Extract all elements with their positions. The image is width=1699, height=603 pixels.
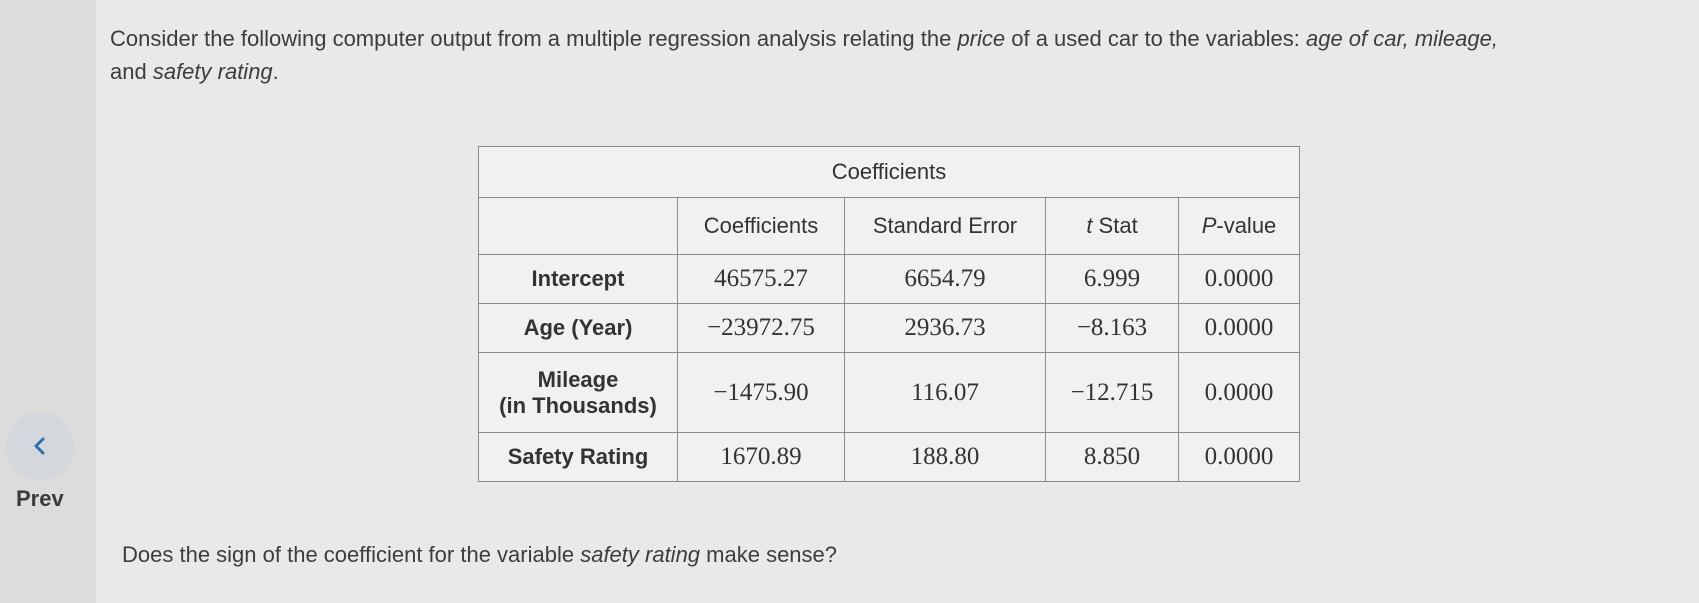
cell-coef: 46575.27	[677, 254, 845, 304]
cell-coef: −23972.75	[677, 303, 845, 353]
cell-p: 0.0000	[1178, 303, 1300, 353]
row-label-mileage: Mileage (in Thousands)	[478, 352, 678, 433]
question-part-1: Does the sign of the coefficient for the…	[122, 542, 581, 567]
cell-t: 6.999	[1045, 254, 1179, 304]
header-p-value: P-value	[1178, 197, 1300, 255]
intro-vars: age of car, mileage,	[1305, 26, 1498, 51]
table-header-row: Coefficients Standard Error t Stat P-val…	[478, 197, 1300, 255]
table-row: Safety Rating 1670.89 188.80 8.850 0.000…	[478, 432, 1300, 482]
header-t-stat: t Stat	[1045, 197, 1179, 255]
intro-price: price	[957, 26, 1006, 51]
coefficients-table: Coefficients Coefficients Standard Error…	[478, 146, 1300, 482]
cell-se: 116.07	[844, 352, 1046, 433]
intro-text-2: of a used car to the variables:	[1005, 26, 1306, 51]
header-p-italic: P	[1201, 213, 1217, 238]
prev-label[interactable]: Prev	[16, 486, 64, 511]
cell-p: 0.0000	[1178, 352, 1300, 433]
header-t-rest: Stat	[1092, 213, 1138, 238]
intro-text-1: Consider the following computer output f…	[110, 26, 958, 51]
cell-t: −8.163	[1045, 303, 1179, 353]
table-caption: Coefficients	[478, 146, 1300, 198]
mileage-label-line1: Mileage	[537, 366, 619, 392]
left-rail	[0, 0, 96, 603]
intro-text-4: .	[272, 59, 279, 84]
mileage-label-line2: (in Thousands)	[499, 392, 657, 418]
cell-p: 0.0000	[1178, 254, 1300, 304]
row-label-safety: Safety Rating	[478, 432, 678, 482]
question-part-2: make sense?	[700, 542, 838, 567]
header-t-italic: t	[1086, 213, 1093, 238]
row-label-age: Age (Year)	[478, 303, 678, 353]
cell-t: −12.715	[1045, 352, 1179, 433]
table-row: Mileage (in Thousands) −1475.90 116.07 −1…	[478, 352, 1300, 433]
header-std-error: Standard Error	[844, 197, 1046, 255]
cell-coef: −1475.90	[677, 352, 845, 433]
question-text: Does the sign of the coefficient for the…	[122, 542, 837, 568]
chevron-left-icon	[34, 437, 45, 455]
cell-p: 0.0000	[1178, 432, 1300, 482]
header-blank	[478, 197, 678, 255]
cell-t: 8.850	[1045, 432, 1179, 482]
cell-se: 2936.73	[844, 303, 1046, 353]
cell-se: 6654.79	[844, 254, 1046, 304]
intro-text-3: and	[110, 59, 153, 84]
question-var: safety rating	[580, 542, 701, 567]
cell-se: 188.80	[844, 432, 1046, 482]
cell-coef: 1670.89	[677, 432, 845, 482]
header-coefficients: Coefficients	[677, 197, 845, 255]
row-label-intercept: Intercept	[478, 254, 678, 304]
intro-safety: safety rating	[152, 59, 273, 84]
table-row: Intercept 46575.27 6654.79 6.999 0.0000	[478, 254, 1300, 304]
prev-button[interactable]	[6, 412, 74, 480]
question-intro: Consider the following computer output f…	[110, 22, 1650, 88]
header-p-rest: -value	[1216, 213, 1277, 238]
table-row: Age (Year) −23972.75 2936.73 −8.163 0.00…	[478, 303, 1300, 353]
